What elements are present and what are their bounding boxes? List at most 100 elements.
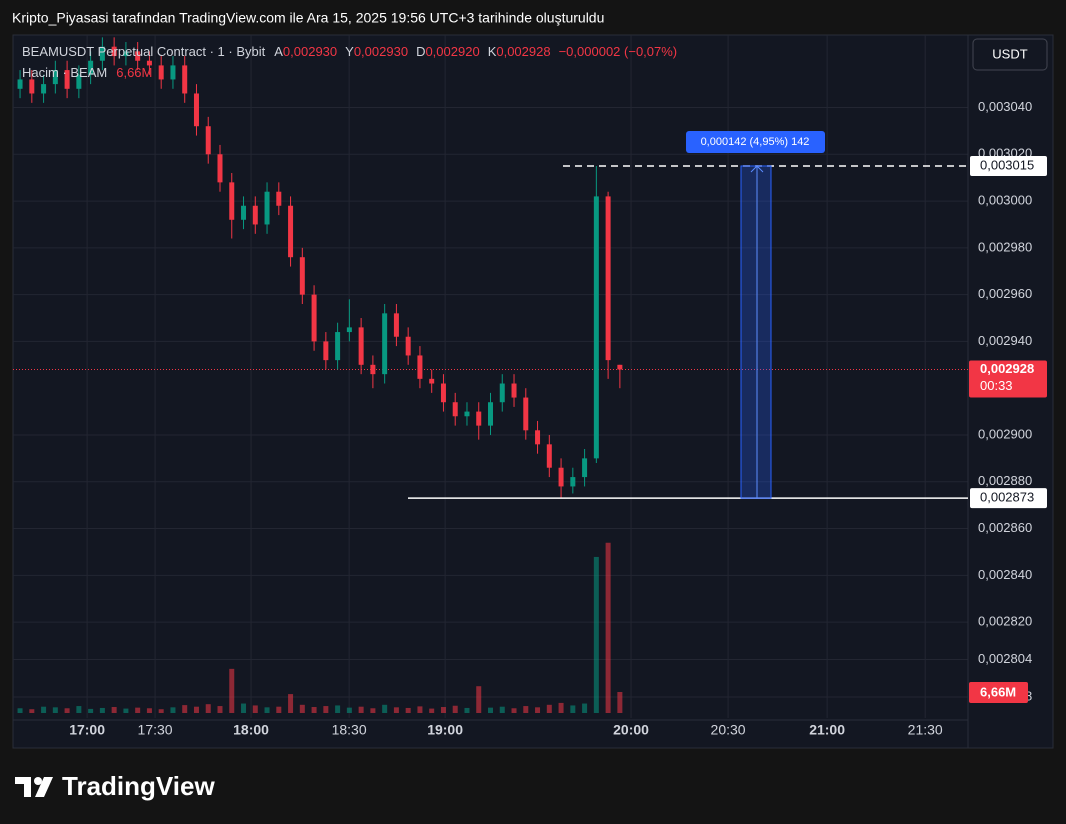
legend-change: −0,000002 (−0,07%): [559, 44, 678, 59]
candle-body: [464, 411, 470, 417]
candle-body: [264, 191, 270, 225]
volume-badge-label: 6,66M: [980, 684, 1016, 699]
price-badge-label: 0,002928: [980, 361, 1034, 376]
volume-bar: [346, 707, 352, 713]
y-tick-label: 0,002820: [978, 614, 1032, 629]
candle-body: [252, 205, 258, 225]
volume-bar: [523, 706, 529, 713]
volume-bar: [252, 705, 258, 713]
candle-body: [17, 79, 23, 89]
volume-bar: [405, 707, 411, 713]
candle-body: [52, 70, 58, 85]
candle-body: [311, 294, 317, 342]
logo-shape: [15, 777, 31, 797]
volume-bar: [158, 709, 164, 713]
candle-body: [323, 341, 329, 361]
volume-bar: [323, 706, 329, 713]
volume-bar: [241, 703, 247, 713]
axis-badge-label: 0,003015: [980, 157, 1034, 172]
legend-symbol: BEAMUSDT Perpetual Contract · 1 · Bybit: [22, 44, 266, 59]
legend-value: 0,002930: [283, 44, 337, 59]
volume-bar: [135, 707, 141, 713]
volume-bar: [417, 706, 423, 713]
x-tick-label: 21:30: [908, 722, 943, 738]
candle-body: [123, 51, 129, 57]
y-tick-label: 0,002840: [978, 567, 1032, 582]
axis-badge: [970, 488, 1047, 509]
legend-value: 0,002920: [425, 44, 479, 59]
plot: [13, 35, 969, 748]
overlay: 0,0030400,0030200,0030000,0029800,002960…: [22, 44, 1047, 738]
candle-body: [205, 126, 211, 155]
volume-bar: [52, 707, 58, 713]
candle-body: [64, 70, 70, 89]
volume-bar: [182, 705, 188, 713]
candle-body: [217, 154, 223, 183]
header: Kripto_Piyasasi tarafından TradingView.c…: [12, 10, 604, 26]
currency-button[interactable]: [972, 38, 1048, 71]
candle-body: [29, 79, 35, 94]
candle-body: [570, 477, 576, 487]
volume-bar: [358, 706, 364, 713]
candle-body: [241, 205, 247, 220]
logo-shape: [34, 777, 42, 785]
candle-body: [452, 402, 458, 417]
volume-bar: [499, 706, 505, 713]
volume-bar: [264, 707, 270, 713]
volume-bar: [440, 707, 446, 713]
volume-bar: [276, 706, 282, 713]
volume-bar: [511, 708, 517, 713]
volume-bar: [41, 706, 47, 713]
y-tick-label: 0,003000: [978, 193, 1032, 208]
x-tick-label: 17:30: [138, 722, 173, 738]
legend-key: K: [488, 44, 497, 59]
candle-body: [605, 196, 611, 361]
chart-panel: [12, 34, 1054, 749]
volume-bar: [299, 704, 305, 713]
candle-body: [288, 205, 294, 258]
volume-bar: [288, 694, 294, 713]
candle-body: [158, 65, 164, 80]
x-tick-label: 19:00: [427, 722, 463, 738]
legend-key: A: [274, 44, 283, 59]
volume-bar: [476, 686, 482, 713]
candle-body: [488, 402, 493, 426]
volume-bar: [229, 668, 235, 713]
volume-bar: [429, 708, 435, 713]
candle-body: [523, 397, 529, 431]
logo-shape: [35, 777, 53, 797]
countdown: 00:33: [980, 378, 1013, 393]
candle-body: [146, 60, 152, 66]
brand-logo: [15, 777, 53, 797]
x-tick-label: 18:30: [332, 722, 367, 738]
brand-name: TradingView: [62, 771, 215, 801]
volume-bar: [582, 703, 588, 713]
volume-bar: [335, 705, 341, 713]
legend-volume-title: Hacim · BEAM: [22, 65, 107, 80]
legend-volume-value: 6,66M: [116, 65, 152, 80]
currency-label[interactable]: USDT: [992, 46, 1027, 61]
volume-bar: [146, 708, 152, 713]
candle-body: [76, 74, 82, 89]
x-tick-label: 21:00: [809, 722, 845, 738]
candle-body: [405, 336, 411, 356]
candle-body: [182, 65, 188, 94]
volume-bar: [464, 707, 470, 713]
volume-bar: [17, 708, 23, 713]
volume-bar: [123, 708, 129, 713]
axis-badge: [970, 155, 1047, 176]
candle-body: [429, 378, 435, 384]
volume-bar: [570, 705, 576, 713]
volume-bar: [535, 707, 541, 713]
x-tick-label: 18:00: [233, 722, 269, 738]
volume-bar: [546, 704, 552, 713]
volume-bar: [99, 707, 105, 713]
volume-bar: [452, 705, 458, 713]
y-tick-label: 0,002960: [978, 286, 1032, 301]
candle-body: [558, 467, 564, 487]
volume-bar: [193, 706, 199, 713]
candle-body: [393, 313, 399, 337]
candle-body: [370, 364, 376, 375]
volume-bar: [605, 542, 611, 713]
candle-body: [593, 196, 599, 459]
